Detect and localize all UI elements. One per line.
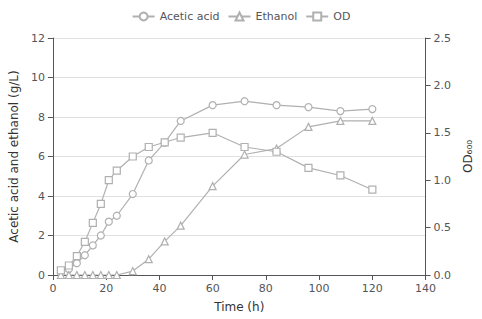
svg-text:20: 20 bbox=[99, 282, 113, 295]
svg-text:60: 60 bbox=[206, 282, 220, 295]
svg-text:8: 8 bbox=[38, 111, 45, 124]
svg-text:2: 2 bbox=[38, 229, 45, 242]
svg-text:40: 40 bbox=[152, 282, 166, 295]
svg-text:2.0: 2.0 bbox=[434, 79, 452, 92]
svg-text:Acetic acid and ethanol (g/L): Acetic acid and ethanol (g/L) bbox=[7, 70, 21, 242]
svg-text:140: 140 bbox=[415, 282, 436, 295]
svg-text:100: 100 bbox=[309, 282, 330, 295]
svg-text:12: 12 bbox=[31, 32, 45, 45]
svg-text:4: 4 bbox=[38, 190, 45, 203]
svg-text:OD₆₀₀: OD₆₀₀ bbox=[461, 140, 475, 173]
svg-text:6: 6 bbox=[38, 150, 45, 163]
svg-text:0.0: 0.0 bbox=[434, 269, 452, 282]
svg-text:1.0: 1.0 bbox=[434, 174, 452, 187]
svg-text:120: 120 bbox=[362, 282, 383, 295]
svg-text:Acetic acid: Acetic acid bbox=[160, 10, 220, 23]
svg-text:Time (h): Time (h) bbox=[213, 300, 264, 314]
svg-text:Ethanol: Ethanol bbox=[256, 10, 298, 23]
svg-text:2.5: 2.5 bbox=[434, 32, 452, 45]
svg-text:OD: OD bbox=[333, 10, 350, 23]
svg-text:10: 10 bbox=[31, 71, 45, 84]
svg-text:80: 80 bbox=[259, 282, 273, 295]
svg-text:0.5: 0.5 bbox=[434, 221, 452, 234]
svg-text:0: 0 bbox=[38, 269, 45, 282]
svg-text:1.5: 1.5 bbox=[434, 126, 452, 139]
svg-text:0: 0 bbox=[49, 282, 56, 295]
